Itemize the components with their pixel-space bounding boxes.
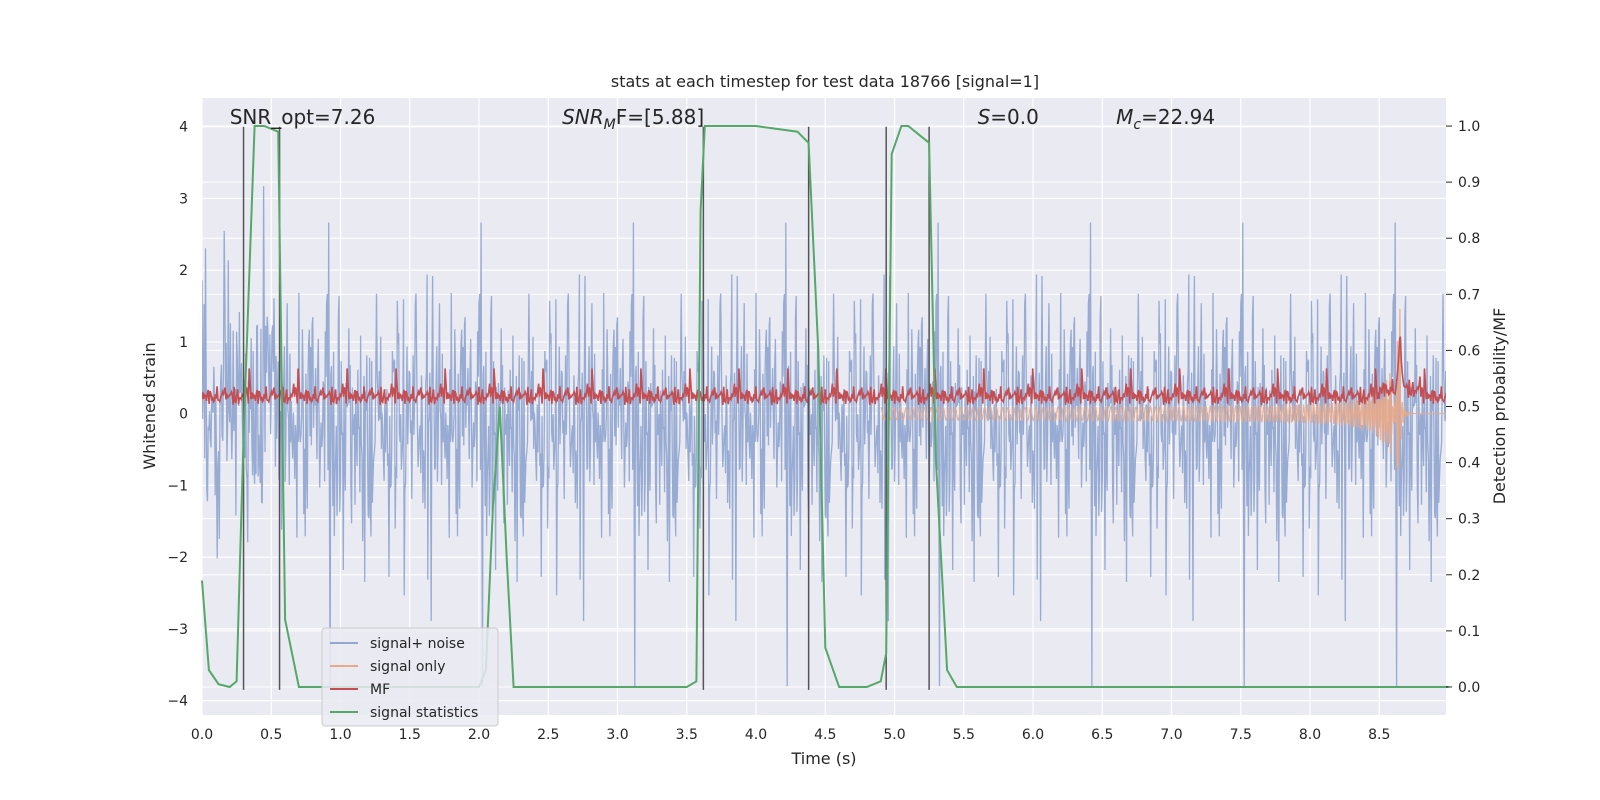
y-right-tick-label: 0.5 xyxy=(1458,400,1480,416)
y-right-tick-label: 0.4 xyxy=(1458,456,1480,472)
annotation-mc: Mc=22.94 xyxy=(1116,105,1215,133)
series-signal-noise xyxy=(202,186,1446,687)
annotation-s: S=0.0 xyxy=(978,105,1039,129)
y-right-tick-label: 0.8 xyxy=(1458,231,1480,247)
x-tick-label: 4.0 xyxy=(745,727,767,743)
y-right-tick-label: 0.1 xyxy=(1458,624,1480,640)
series-mf xyxy=(202,336,1446,405)
x-tick-label: 4.5 xyxy=(814,727,836,743)
legend-entry: signal only xyxy=(370,659,445,675)
y-tick-label: −2 xyxy=(167,550,188,566)
y-right-tick-label: 0.6 xyxy=(1458,343,1480,359)
legend-entry: signal statistics xyxy=(370,705,478,721)
x-tick-label: 3.0 xyxy=(606,727,628,743)
x-tick-label: 5.0 xyxy=(883,727,905,743)
y-tick-label: 1 xyxy=(179,335,188,351)
series-line-signal-statistics xyxy=(201,125,1449,689)
legend-box xyxy=(321,627,499,727)
annotation-snr-mf: SNRMF=[5.88] xyxy=(562,105,704,133)
y-axis-right-label: Detection probability/MF xyxy=(1490,308,1509,505)
series-line-signal-noise xyxy=(202,186,1446,687)
series-signal-only xyxy=(880,308,1446,471)
x-tick-label: 7.0 xyxy=(1160,727,1182,743)
x-tick-label: 0.0 xyxy=(191,727,213,743)
y-tick-label: 4 xyxy=(179,120,188,136)
y-right-tick-label: 0.2 xyxy=(1458,568,1480,584)
x-tick-label: 8.5 xyxy=(1368,727,1390,743)
y-right-tick-label: 1.0 xyxy=(1458,119,1480,135)
x-axis-ticks: 0.0 0.5 1.0 1.5 2.0 2.5 3.0 3.5 4.0 4.5 5.0 5.5 6.0 6… xyxy=(191,727,1391,743)
y-tick-label: −3 xyxy=(167,622,188,638)
x-tick-label: 3.5 xyxy=(676,727,698,743)
series-signal-statistics xyxy=(201,125,1449,689)
series-line-signal-only xyxy=(880,308,1446,471)
y-right-tick-label: 0.3 xyxy=(1458,512,1480,528)
annotations: SNR_opt=7.26 SNRMF=[5.88] S=0.0 Mc=22.94 xyxy=(230,105,1215,133)
legend-entry: MF xyxy=(370,682,390,698)
y-right-tick-label: 0.0 xyxy=(1458,680,1480,696)
x-tick-label: 0.5 xyxy=(260,727,282,743)
y-tick-label: 3 xyxy=(179,191,188,207)
y-right-tick-label: 0.7 xyxy=(1458,287,1480,303)
y-tick-label: −1 xyxy=(167,478,188,494)
legend: signal+ noise signal only MF signal statist… xyxy=(321,627,499,727)
x-tick-label: 6.5 xyxy=(1091,727,1113,743)
x-tick-label: 7.5 xyxy=(1230,727,1252,743)
y-tick-label: −4 xyxy=(167,694,188,710)
y-tick-label: 2 xyxy=(179,263,188,279)
y-axis-right-ticks: 1.0 0.9 0.8 0.7 0.6 0.5 0.4 0.3 0.2 0.1 0.0 xyxy=(1446,119,1480,696)
x-tick-label: 8.0 xyxy=(1299,727,1321,743)
annotation-snr-opt: SNR_opt=7.26 xyxy=(230,105,376,129)
x-tick-label: 2.5 xyxy=(537,727,559,743)
y-tick-label: 0 xyxy=(179,407,188,423)
y-axis-ticks: 4 3 2 1 0 −1 −2 −3 −4 xyxy=(167,120,188,710)
series-line-mf xyxy=(202,336,1446,405)
x-axis-label: Time (s) xyxy=(790,749,856,768)
x-tick-label: 5.5 xyxy=(953,727,975,743)
chart-title: stats at each timestep for test data 187… xyxy=(611,72,1039,91)
grid-lines xyxy=(201,98,1446,715)
legend-entry: signal+ noise xyxy=(370,636,465,652)
x-tick-label: 6.0 xyxy=(1022,727,1044,743)
x-tick-label: 1.5 xyxy=(399,727,421,743)
y-axis-label: Whitened strain xyxy=(140,342,159,469)
x-tick-label: 2.0 xyxy=(468,727,490,743)
x-tick-label: 1.0 xyxy=(329,727,351,743)
y-right-tick-label: 0.9 xyxy=(1458,175,1480,191)
